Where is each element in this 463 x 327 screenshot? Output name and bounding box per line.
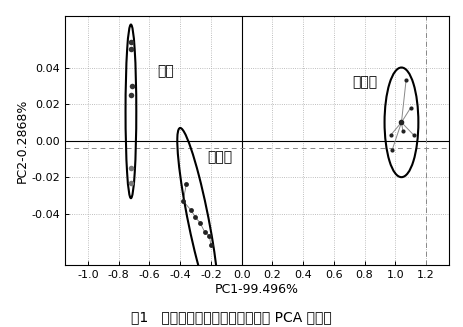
Y-axis label: PC2-0.2868%: PC2-0.2868% <box>15 98 28 183</box>
Text: 图1   白色肉、红色肉、鱼皮电子鼻 PCA 分析图: 图1 白色肉、红色肉、鱼皮电子鼻 PCA 分析图 <box>131 310 332 324</box>
Text: 红色肉: 红色肉 <box>352 75 377 89</box>
Text: 鱼皮: 鱼皮 <box>157 64 174 78</box>
X-axis label: PC1-99.496%: PC1-99.496% <box>215 283 299 296</box>
Text: 白色肉: 白色肉 <box>208 150 233 164</box>
